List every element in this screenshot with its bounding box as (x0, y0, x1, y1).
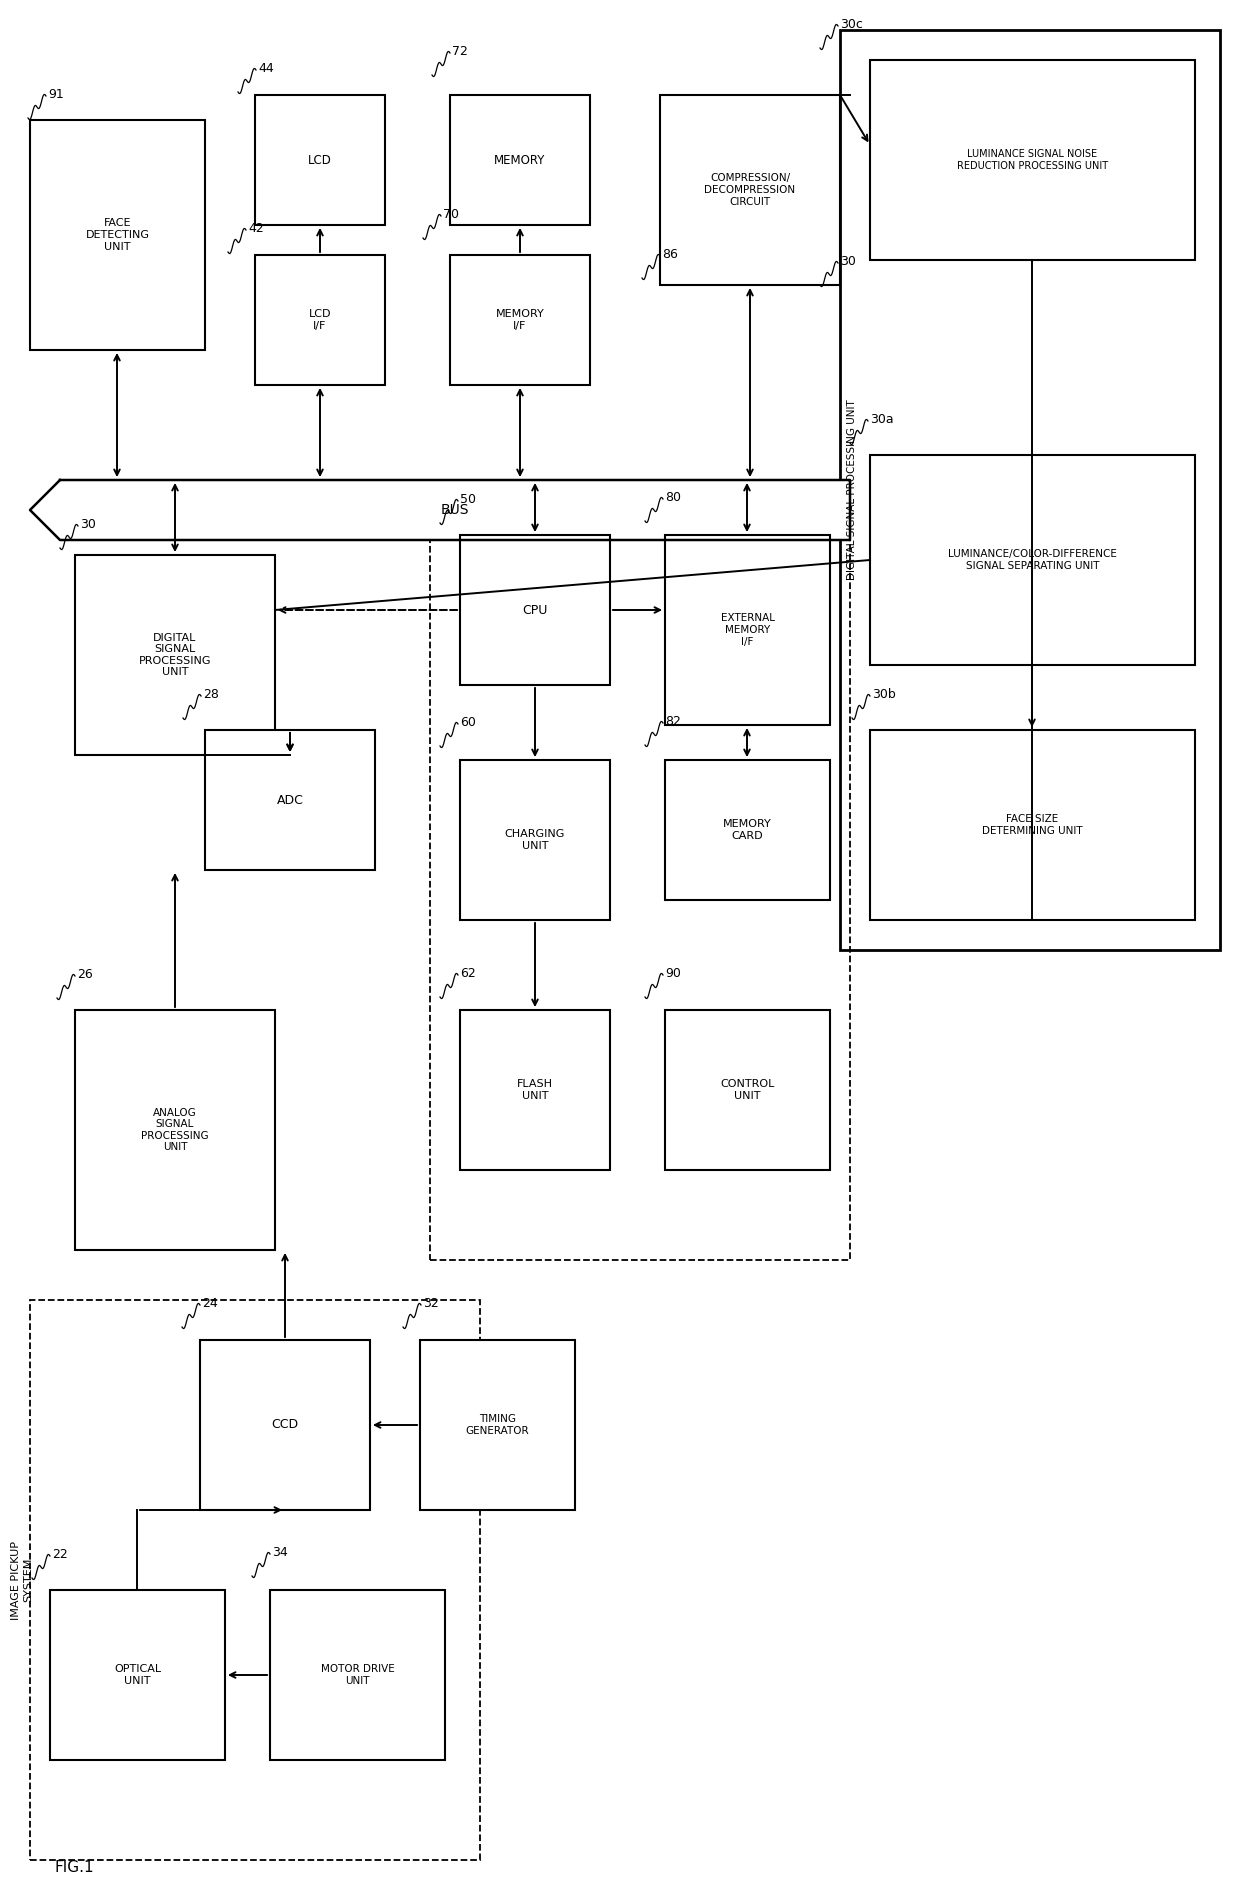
Bar (665, 534, 830, 725)
Text: CCD: CCD (272, 1418, 299, 1431)
Text: ADC: ADC (277, 793, 304, 806)
Bar (430, 500, 849, 1259)
Text: EXTERNAL
MEMORY
I/F: EXTERNAL MEMORY I/F (720, 614, 775, 646)
Bar (200, 1340, 370, 1510)
Bar (74, 555, 275, 755)
Text: 90: 90 (665, 967, 681, 980)
Bar (460, 1010, 610, 1171)
Bar (270, 1590, 445, 1760)
Text: 30: 30 (81, 517, 95, 531)
Text: CPU: CPU (522, 604, 548, 617)
Bar (450, 255, 590, 385)
Text: BUS: BUS (440, 502, 469, 517)
Text: 28: 28 (203, 687, 219, 700)
Text: 42: 42 (248, 223, 264, 234)
Bar (665, 1010, 830, 1171)
Text: MEMORY
I/F: MEMORY I/F (496, 310, 544, 330)
Text: MEMORY: MEMORY (495, 153, 546, 166)
Text: IMAGE PICKUP
SYSTEM: IMAGE PICKUP SYSTEM (11, 1541, 32, 1620)
Bar (420, 1340, 575, 1510)
Text: MEMORY
CARD: MEMORY CARD (723, 819, 771, 840)
Bar (30, 1301, 480, 1860)
Text: LUMINANCE/COLOR-DIFFERENCE
SIGNAL SEPARATING UNIT: LUMINANCE/COLOR-DIFFERENCE SIGNAL SEPARA… (949, 549, 1117, 570)
Text: DIGITAL
SIGNAL
PROCESSING
UNIT: DIGITAL SIGNAL PROCESSING UNIT (139, 632, 211, 678)
Text: 24: 24 (202, 1297, 218, 1310)
Bar (30, 121, 205, 349)
Bar (255, 94, 384, 225)
Bar (665, 761, 830, 901)
Text: 30c: 30c (839, 19, 863, 30)
Bar (660, 94, 839, 285)
Text: 72: 72 (453, 45, 467, 59)
Bar (50, 1590, 224, 1760)
Text: 22: 22 (52, 1548, 68, 1561)
Text: 70: 70 (443, 208, 459, 221)
Bar (255, 255, 384, 385)
Text: CONTROL
UNIT: CONTROL UNIT (720, 1080, 775, 1101)
Polygon shape (30, 480, 849, 540)
Text: OPTICAL
UNIT: OPTICAL UNIT (114, 1663, 161, 1686)
Text: ANALOG
SIGNAL
PROCESSING
UNIT: ANALOG SIGNAL PROCESSING UNIT (141, 1108, 208, 1152)
Text: 62: 62 (460, 967, 476, 980)
Text: 44: 44 (258, 62, 274, 76)
Bar (870, 731, 1195, 919)
Text: DIGITAL SIGNAL PROCESSING UNIT: DIGITAL SIGNAL PROCESSING UNIT (847, 400, 857, 580)
Bar (450, 94, 590, 225)
Text: 82: 82 (665, 716, 681, 729)
Text: 26: 26 (77, 969, 93, 982)
Text: TIMING
GENERATOR: TIMING GENERATOR (466, 1414, 529, 1435)
Text: FACE SIZE
DETERMINING UNIT: FACE SIZE DETERMINING UNIT (982, 814, 1083, 836)
Text: 30: 30 (839, 255, 856, 268)
Text: LUMINANCE SIGNAL NOISE
REDUCTION PROCESSING UNIT: LUMINANCE SIGNAL NOISE REDUCTION PROCESS… (957, 149, 1109, 170)
Text: 30a: 30a (870, 413, 894, 427)
Text: 60: 60 (460, 716, 476, 729)
Bar (839, 30, 1220, 950)
Text: FIG.1: FIG.1 (55, 1860, 94, 1875)
Text: 30b: 30b (872, 687, 895, 700)
Text: 91: 91 (48, 89, 63, 100)
Text: FACE
DETECTING
UNIT: FACE DETECTING UNIT (86, 219, 150, 251)
Text: LCD: LCD (308, 153, 332, 166)
Text: 50: 50 (460, 493, 476, 506)
Bar (870, 455, 1195, 665)
Text: LCD
I/F: LCD I/F (309, 310, 331, 330)
Bar (74, 1010, 275, 1250)
Bar (460, 761, 610, 919)
Bar (205, 731, 374, 870)
Text: CHARGING
UNIT: CHARGING UNIT (505, 829, 565, 851)
Text: COMPRESSION/
DECOMPRESSION
CIRCUIT: COMPRESSION/ DECOMPRESSION CIRCUIT (704, 174, 796, 206)
Text: MOTOR DRIVE
UNIT: MOTOR DRIVE UNIT (321, 1663, 394, 1686)
Text: 86: 86 (662, 247, 678, 261)
Bar (870, 60, 1195, 261)
Text: 32: 32 (423, 1297, 439, 1310)
Bar (460, 534, 610, 685)
Text: FLASH
UNIT: FLASH UNIT (517, 1080, 553, 1101)
Text: 80: 80 (665, 491, 681, 504)
Text: 34: 34 (272, 1546, 288, 1559)
